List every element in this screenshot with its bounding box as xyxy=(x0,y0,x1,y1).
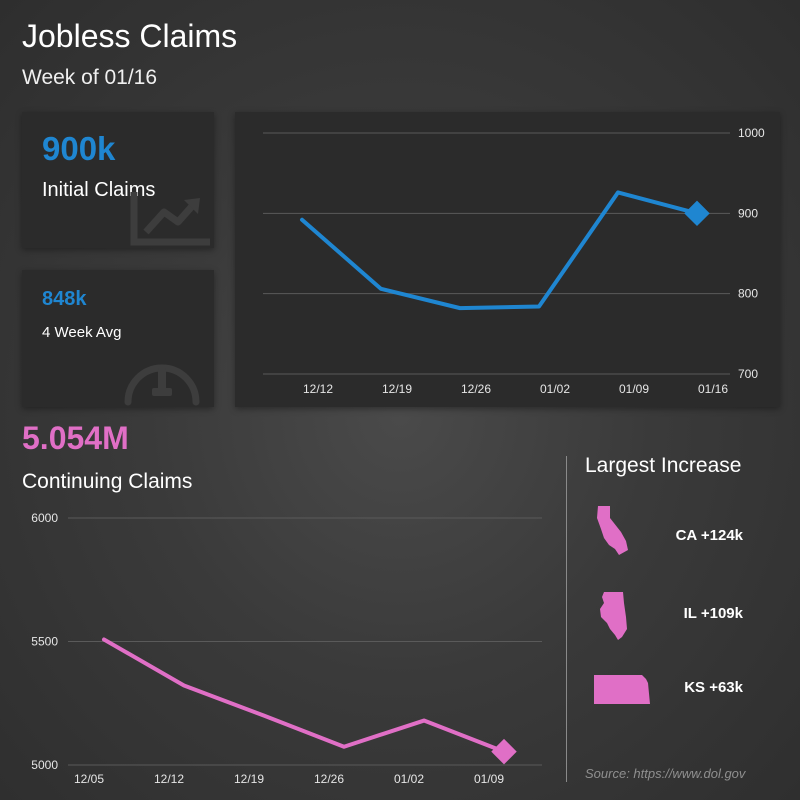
trend-chart-icon xyxy=(130,192,210,246)
illinois-state-icon xyxy=(600,592,627,640)
initial-claims-chart: 1000 900 800 700 12/12 12/19 12/26 01/02 01/09 01… xyxy=(263,126,765,396)
y-tick-label: 5000 xyxy=(31,758,58,772)
source-note: Source: https://www.dol.gov xyxy=(585,766,746,781)
gauge-icon xyxy=(124,364,200,406)
kansas-state-icon xyxy=(594,675,650,704)
x-tick-label: 12/12 xyxy=(154,772,184,786)
california-state-icon xyxy=(597,506,628,555)
four-week-avg-label: 4 Week Avg xyxy=(42,324,122,341)
x-tick-label: 12/12 xyxy=(303,382,333,396)
y-tick-label: 1000 xyxy=(738,126,765,140)
y-tick-label: 700 xyxy=(738,367,758,381)
x-tick-label: 01/16 xyxy=(698,382,728,396)
initial-claims-chart-card: 1000 900 800 700 12/12 12/19 12/26 01/02 01/09 01… xyxy=(235,112,780,407)
last-point-marker xyxy=(684,200,710,227)
y-tick-label: 900 xyxy=(738,206,758,220)
y-tick-label: 6000 xyxy=(31,511,58,525)
initial-claims-value: 900k xyxy=(42,130,116,167)
largest-increase-title: Largest Increase xyxy=(585,454,742,477)
state-label-il: IL +109k xyxy=(683,605,743,622)
continuing-claims-chart: 6000 5500 5000 12/05 12/12 12/19 12/26 01/02 01/… xyxy=(31,511,542,786)
x-tick-label: 12/26 xyxy=(461,382,491,396)
page-title: Jobless Claims xyxy=(22,18,238,54)
x-tick-label: 12/19 xyxy=(382,382,412,396)
y-tick-label: 5500 xyxy=(31,635,58,649)
state-label-ks: KS +63k xyxy=(684,679,743,696)
continuing-claims-value: 5.054M xyxy=(22,420,129,456)
state-label-ca: CA +124k xyxy=(675,527,743,544)
section-divider xyxy=(566,456,567,782)
x-tick-label: 12/05 xyxy=(74,772,104,786)
initial-claims-label: Initial Claims xyxy=(42,179,156,201)
state-row-ca: CA +124k xyxy=(585,504,785,556)
y-tick-label: 800 xyxy=(738,287,758,301)
series-line xyxy=(102,637,506,754)
state-row-il: IL +109k xyxy=(585,589,785,641)
x-tick-label: 01/02 xyxy=(540,382,570,396)
x-tick-label: 01/09 xyxy=(474,772,504,786)
x-tick-label: 12/19 xyxy=(234,772,264,786)
series-line xyxy=(300,190,699,311)
four-week-avg-card: 848k 4 Week Avg xyxy=(22,270,214,407)
x-tick-label: 12/26 xyxy=(314,772,344,786)
state-row-ks: KS +63k xyxy=(585,670,785,710)
page-subtitle: Week of 01/16 xyxy=(22,66,158,89)
last-point-marker xyxy=(491,738,517,765)
x-tick-label: 01/09 xyxy=(619,382,649,396)
x-tick-label: 01/02 xyxy=(394,772,424,786)
continuing-claims-label: Continuing Claims xyxy=(22,470,193,493)
initial-claims-card: 900k Initial Claims xyxy=(22,112,214,248)
four-week-avg-value: 848k xyxy=(42,288,87,310)
